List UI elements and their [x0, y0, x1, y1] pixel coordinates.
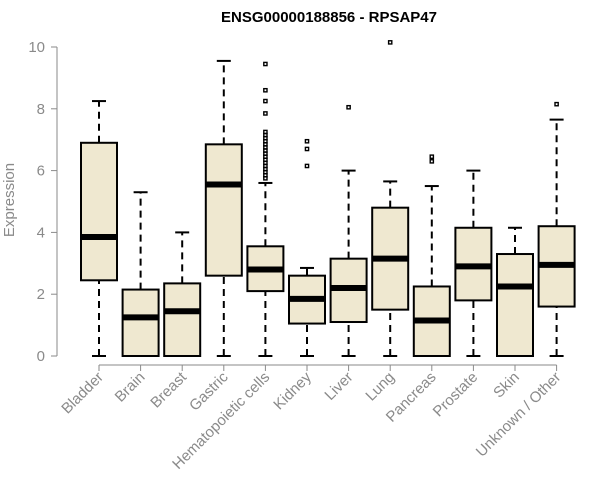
- axes: 0 2 4 6 8 10: [28, 39, 558, 371]
- outlier-point: [263, 98, 268, 104]
- iqr-box: [121, 288, 160, 357]
- iqr-box: [163, 282, 202, 358]
- iqr-box: [204, 143, 243, 277]
- y-tick-label: 8: [37, 101, 45, 118]
- outlier-point: [263, 61, 268, 67]
- outlier-point: [346, 104, 351, 110]
- box-bladder: [80, 100, 118, 357]
- y-tick-label: 2: [37, 286, 45, 303]
- box-lung: [371, 40, 410, 357]
- x-tick-label: Kidney: [270, 368, 315, 413]
- outlier-point: [304, 146, 310, 152]
- x-tick-label: Skin: [490, 369, 523, 402]
- y-tick-label: 4: [37, 224, 45, 241]
- y-tick-label: 6: [37, 163, 45, 180]
- outlier-point: [304, 138, 310, 144]
- box-prostate: [454, 169, 493, 357]
- box-brain: [121, 191, 160, 357]
- box-kidney: [288, 138, 326, 357]
- outlier-point: [304, 163, 310, 169]
- x-tick-label: Lung: [362, 369, 398, 405]
- chart-title: ENSG00000188856 - RPSAP47: [221, 9, 437, 26]
- box-hematopoietic-cells: [246, 61, 285, 357]
- box-gastric: [204, 59, 243, 357]
- iqr-box: [496, 253, 534, 357]
- outlier-point: [263, 87, 268, 93]
- box-unknown-other: [537, 101, 576, 357]
- outlier-point: [554, 101, 559, 107]
- box-liver: [329, 104, 368, 357]
- box-breast: [163, 231, 202, 358]
- box-skin: [496, 226, 534, 357]
- y-axis-label: Expression: [1, 163, 18, 237]
- y-tick-label: 10: [28, 39, 45, 56]
- x-tick-label: Brain: [112, 369, 149, 406]
- x-tick-label: Liver: [321, 369, 356, 404]
- outlier-point: [263, 111, 268, 116]
- outlier-point: [263, 129, 268, 135]
- x-tick-label: Prostate: [430, 369, 482, 421]
- outlier-point: [429, 159, 435, 164]
- outlier-point: [429, 154, 435, 159]
- x-tick-label: Breast: [147, 368, 190, 411]
- box-pancreas: [412, 154, 451, 358]
- iqr-box: [80, 141, 118, 282]
- boxes: [80, 40, 576, 358]
- outlier-point: [387, 40, 393, 45]
- x-tick-label: Bladder: [58, 369, 107, 418]
- y-tick-label: 0: [37, 348, 45, 365]
